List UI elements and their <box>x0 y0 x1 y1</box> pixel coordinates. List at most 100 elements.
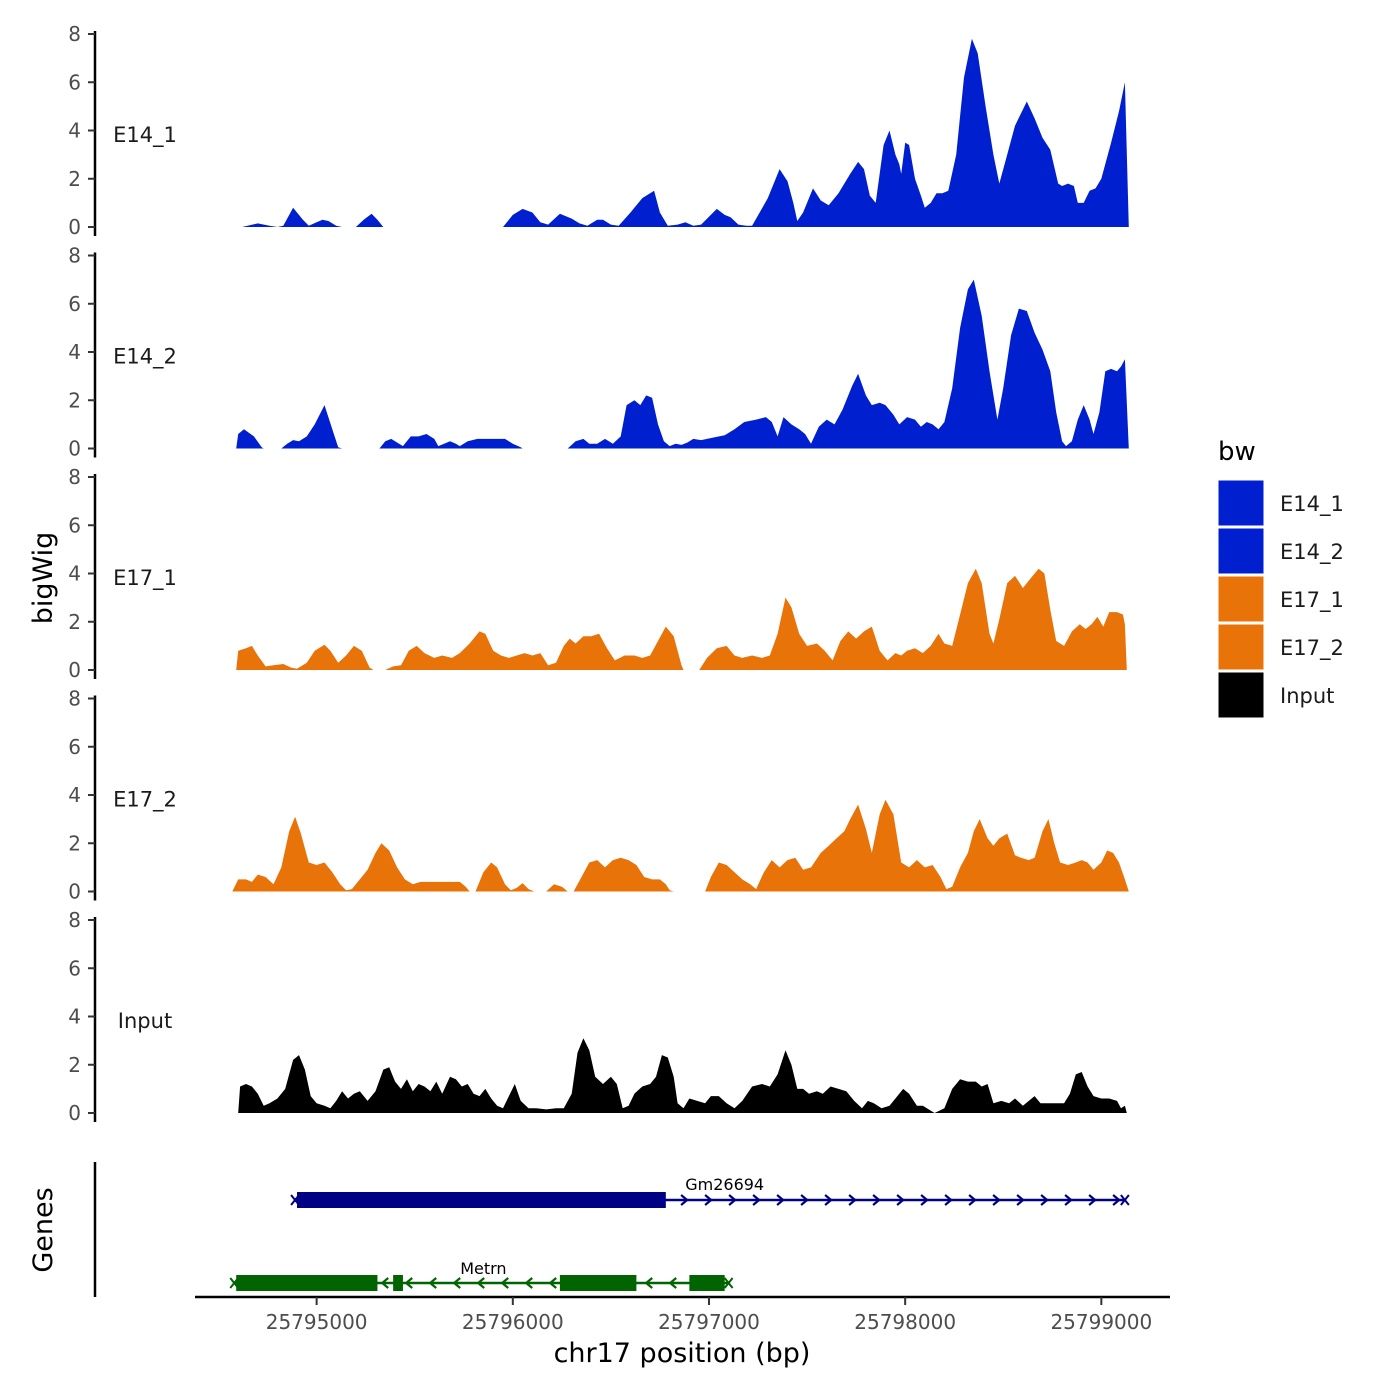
y-tick-label: 0 <box>68 1101 81 1125</box>
track-label: E14_1 <box>113 123 177 148</box>
gene-end-cap <box>723 1277 734 1289</box>
strand-arrow <box>944 1194 953 1206</box>
gene-exon <box>236 1275 378 1291</box>
strand-arrow <box>776 1194 785 1206</box>
x-tick-label: 25795000 <box>266 1310 368 1334</box>
y-tick-label: 6 <box>68 292 81 316</box>
strand-arrow <box>968 1194 977 1206</box>
genes-track-title: Genes <box>28 1187 59 1272</box>
strand-arrow <box>800 1194 809 1206</box>
strand-arrow <box>548 1277 557 1289</box>
x-tick-label: 25796000 <box>462 1310 564 1334</box>
strand-arrow <box>992 1194 1001 1206</box>
legend-title: bw <box>1218 437 1256 467</box>
strand-arrow <box>428 1277 437 1289</box>
y-tick-label: 8 <box>68 244 81 268</box>
legend-swatch <box>1217 671 1265 719</box>
strand-arrow <box>1112 1194 1121 1206</box>
strand-arrow <box>1016 1194 1025 1206</box>
x-tick-label: 25797000 <box>658 1310 760 1334</box>
y-tick-label: 2 <box>68 610 81 634</box>
strand-arrow <box>1040 1194 1049 1206</box>
strand-arrow <box>1064 1194 1073 1206</box>
y-tick-label: 4 <box>68 562 81 586</box>
x-axis-title: chr17 position (bp) <box>554 1338 811 1369</box>
gene-exon <box>297 1192 666 1208</box>
gene-label: Metrn <box>460 1259 506 1278</box>
gene-exon <box>689 1275 725 1291</box>
legend-swatch <box>1217 575 1265 623</box>
y-tick-label: 4 <box>68 1005 81 1029</box>
track-e14-2: 0 2 4 6 8 E14_2 <box>68 244 1129 461</box>
y-tick-label: 0 <box>68 658 81 682</box>
signal-area-e14-2 <box>236 279 1129 449</box>
y-tick-label: 8 <box>68 908 81 932</box>
strand-arrow <box>752 1194 761 1206</box>
y-tick-label: 2 <box>68 1053 81 1077</box>
y-tick-label: 6 <box>68 70 81 94</box>
signal-area-e14-1 <box>242 38 1129 227</box>
legend-swatch <box>1217 527 1265 575</box>
strand-arrow <box>728 1194 737 1206</box>
y-tick-label: 0 <box>68 437 81 461</box>
track-input: 0 2 4 6 8 Input <box>68 908 1127 1125</box>
y-tick-label: 4 <box>68 340 81 364</box>
track-label: Input <box>118 1009 172 1033</box>
strand-arrow <box>680 1194 689 1206</box>
track-label: E17_1 <box>113 566 177 591</box>
track-label: E14_2 <box>113 345 177 370</box>
y-tick-label: 2 <box>68 831 81 855</box>
track-e17-2: 0 2 4 6 8 E17_2 <box>68 687 1129 904</box>
strand-arrow <box>452 1277 461 1289</box>
legend-label: E17_2 <box>1280 636 1344 661</box>
gene-label: Gm26694 <box>685 1175 764 1194</box>
signal-area-e17-1 <box>236 568 1127 670</box>
y-tick-label: 8 <box>68 465 81 489</box>
legend-swatch <box>1217 479 1265 527</box>
x-axis: 25795000 25796000 25797000 25798000 25799000 <box>195 1295 1170 1334</box>
y-axis-title: bigWig <box>28 532 59 625</box>
legend: bw E14_1 E14_2 E17_1 E17_2 Input <box>1217 437 1344 719</box>
track-e14-1: 0 2 4 6 8 E14_1 <box>68 22 1129 239</box>
legend-label: E14_1 <box>1280 492 1344 517</box>
gene-exon <box>559 1275 637 1291</box>
gene-end-cap <box>1120 1194 1130 1206</box>
strand-arrow <box>524 1277 533 1289</box>
signal-area-input <box>238 1038 1127 1113</box>
strand-arrow <box>668 1277 677 1289</box>
legend-label: E17_1 <box>1280 588 1344 613</box>
x-tick-label: 25798000 <box>854 1310 956 1334</box>
y-tick-label: 4 <box>68 783 81 807</box>
y-tick-label: 6 <box>68 735 81 759</box>
strand-arrow <box>872 1194 881 1206</box>
strand-arrow <box>896 1194 905 1206</box>
strand-arrow <box>500 1277 509 1289</box>
legend-label: E14_2 <box>1280 540 1344 565</box>
y-tick-label: 4 <box>68 119 81 143</box>
strand-arrow <box>704 1194 713 1206</box>
genes-track: Gm26694 Metrn <box>93 1162 1130 1297</box>
signal-area-e17-2 <box>232 799 1129 892</box>
strand-arrow <box>380 1277 389 1289</box>
y-tick-label: 0 <box>68 880 81 904</box>
strand-arrow <box>476 1277 485 1289</box>
gene-exon <box>393 1275 403 1291</box>
x-tick-label: 25799000 <box>1050 1310 1152 1334</box>
strand-arrow <box>824 1194 833 1206</box>
y-tick-label: 0 <box>68 215 81 239</box>
track-label: E17_2 <box>113 788 177 813</box>
strand-arrow <box>848 1194 857 1206</box>
y-tick-label: 8 <box>68 687 81 711</box>
legend-label: Input <box>1280 684 1334 708</box>
y-tick-label: 6 <box>68 513 81 537</box>
strand-arrow <box>1088 1194 1097 1206</box>
gene-gm26694: Gm26694 <box>290 1175 1130 1208</box>
legend-swatch <box>1217 623 1265 671</box>
bigwig-tracks: 0 2 4 6 8 E14_1 0 2 4 6 8 E14_2 0 2 4 6 8 E17_1 0 2 4 6 8 E17_2… <box>68 22 1129 1125</box>
gene-metrn: Metrn <box>229 1259 734 1291</box>
strand-arrow <box>644 1277 653 1289</box>
y-tick-label: 8 <box>68 22 81 46</box>
strand-arrow <box>920 1194 929 1206</box>
track-e17-1: 0 2 4 6 8 E17_1 <box>68 465 1127 682</box>
